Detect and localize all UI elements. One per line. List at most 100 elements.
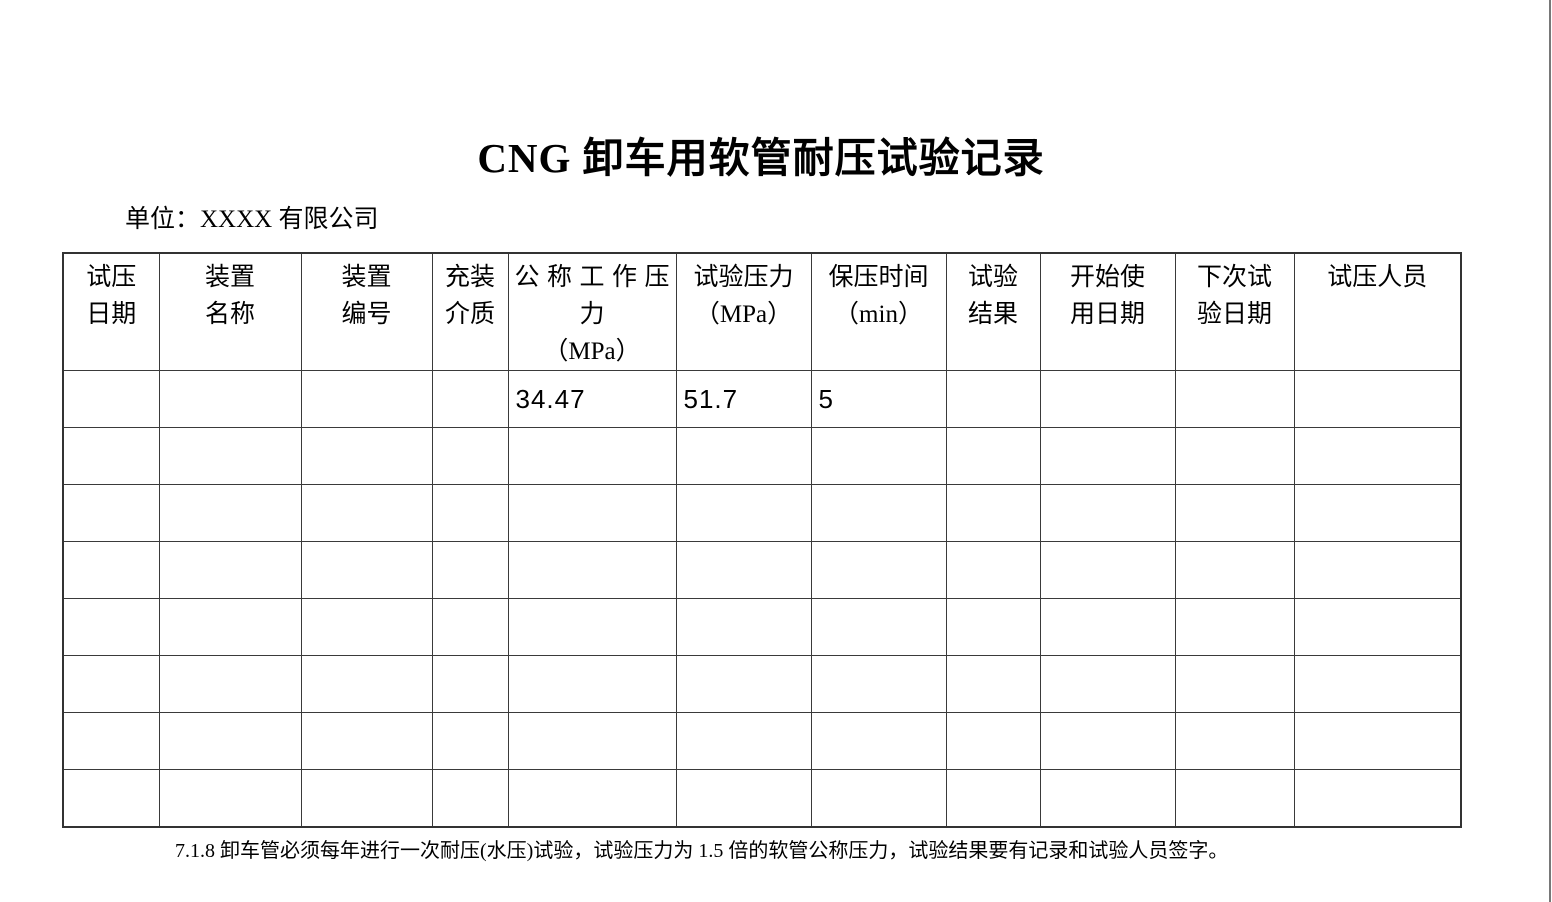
cell-tester[interactable] — [1293, 655, 1462, 713]
cell-start-use-date[interactable] — [1039, 484, 1176, 542]
cell-hold-time[interactable] — [810, 541, 947, 599]
cell-start-use-date[interactable] — [1039, 541, 1176, 599]
cell-test-date[interactable] — [62, 484, 160, 542]
cell-tester[interactable] — [1293, 484, 1462, 542]
cell-test-pressure[interactable] — [675, 541, 812, 599]
cell-filling-medium[interactable] — [431, 712, 509, 770]
cell-filling-medium[interactable] — [431, 655, 509, 713]
cell-test-pressure[interactable] — [675, 655, 812, 713]
cell-start-use-date[interactable] — [1039, 769, 1176, 827]
cell-device-name[interactable] — [158, 769, 302, 827]
cell-test-date[interactable] — [62, 769, 160, 827]
cell-test-result[interactable] — [945, 484, 1041, 542]
cell-filling-medium[interactable] — [431, 598, 509, 656]
cell-next-test-date[interactable] — [1174, 370, 1295, 428]
cell-filling-medium[interactable] — [431, 370, 509, 428]
cell-tester[interactable] — [1293, 541, 1462, 599]
cell-test-date[interactable] — [62, 541, 160, 599]
cell-next-test-date[interactable] — [1174, 712, 1295, 770]
cell-hold-time[interactable] — [810, 427, 947, 485]
cell-test-result[interactable] — [945, 598, 1041, 656]
cell-hold-time[interactable] — [810, 712, 947, 770]
cell-nominal-working-pressure[interactable] — [507, 427, 677, 485]
cell-tester[interactable] — [1293, 769, 1462, 827]
cell-hold-time[interactable] — [810, 484, 947, 542]
cell-tester[interactable] — [1293, 712, 1462, 770]
cell-next-test-date[interactable] — [1174, 769, 1295, 827]
cell-tester[interactable] — [1293, 370, 1462, 428]
cell-nominal-working-pressure[interactable] — [507, 484, 677, 542]
cell-test-result[interactable] — [945, 427, 1041, 485]
cell-start-use-date[interactable] — [1039, 655, 1176, 713]
cell-nominal-working-pressure[interactable] — [507, 769, 677, 827]
footnote-clause: 7.1.8 卸车管必须每年进行一次耐压(水压)试验，试验压力为 1.5 倍的软管… — [175, 839, 1229, 862]
cell-test-result[interactable] — [945, 655, 1041, 713]
header-line: （MPa） — [694, 301, 793, 328]
cell-test-result[interactable] — [945, 769, 1041, 827]
header-cell-nominal-working-pressure: 公称工作压 力 （MPa） — [507, 252, 677, 371]
cell-tester[interactable] — [1293, 427, 1462, 485]
cell-filling-medium[interactable] — [431, 541, 509, 599]
cell-next-test-date[interactable] — [1174, 484, 1295, 542]
cell-filling-medium[interactable] — [431, 484, 509, 542]
cell-start-use-date[interactable] — [1039, 370, 1176, 428]
header-cell-test-result: 试验 结果 — [945, 252, 1041, 371]
header-line: 试压人员 — [1327, 264, 1428, 291]
cell-start-use-date[interactable] — [1039, 712, 1176, 770]
cell-filling-medium[interactable] — [431, 427, 509, 485]
cell-test-result[interactable] — [945, 541, 1041, 599]
cell-device-name[interactable] — [158, 427, 302, 485]
cell-device-no[interactable] — [300, 655, 433, 713]
cell-test-pressure[interactable] — [675, 598, 812, 656]
cell-device-no[interactable] — [300, 427, 433, 485]
cell-device-no[interactable] — [300, 712, 433, 770]
cell-nominal-working-pressure[interactable] — [507, 541, 677, 599]
cell-test-date[interactable] — [62, 598, 160, 656]
cell-tester[interactable] — [1293, 598, 1462, 656]
cell-start-use-date[interactable] — [1039, 427, 1176, 485]
cell-device-no[interactable] — [300, 541, 433, 599]
cell-test-pressure[interactable] — [675, 484, 812, 542]
cell-filling-medium[interactable] — [431, 769, 509, 827]
cell-hold-time[interactable] — [810, 655, 947, 713]
cell-test-date[interactable] — [62, 370, 160, 428]
cell-test-date[interactable] — [62, 655, 160, 713]
cell-device-name[interactable] — [158, 541, 302, 599]
cell-device-no[interactable] — [300, 598, 433, 656]
cell-test-pressure[interactable] — [675, 712, 812, 770]
cell-device-name[interactable] — [158, 484, 302, 542]
cell-test-result[interactable] — [945, 370, 1041, 428]
cell-hold-time[interactable]: 5 — [810, 370, 947, 428]
cell-start-use-date[interactable] — [1039, 598, 1176, 656]
header-line: 试验 — [967, 264, 1018, 291]
header-line: 用日期 — [1069, 301, 1145, 328]
cell-device-no[interactable] — [300, 484, 433, 542]
cell-test-pressure[interactable] — [675, 769, 812, 827]
header-cell-device-no: 装置 编号 — [300, 252, 433, 371]
table-row — [62, 484, 1462, 542]
cell-test-pressure[interactable] — [675, 427, 812, 485]
cell-device-name[interactable] — [158, 712, 302, 770]
cell-nominal-working-pressure[interactable] — [507, 712, 677, 770]
cell-device-no[interactable] — [300, 370, 433, 428]
header-line: 装置 — [341, 264, 392, 291]
header-row: 试压 日期 装置 名称 装置 编号 充装 介质 公称工作压 力 — [62, 252, 1462, 371]
cell-nominal-working-pressure[interactable]: 34.47 — [507, 370, 677, 428]
cell-test-date[interactable] — [62, 712, 160, 770]
cell-test-pressure[interactable]: 51.7 — [675, 370, 812, 428]
cell-hold-time[interactable] — [810, 598, 947, 656]
cell-next-test-date[interactable] — [1174, 655, 1295, 713]
cell-test-date[interactable] — [62, 427, 160, 485]
cell-nominal-working-pressure[interactable] — [507, 598, 677, 656]
cell-nominal-working-pressure[interactable] — [507, 655, 677, 713]
cell-next-test-date[interactable] — [1174, 427, 1295, 485]
cell-device-name[interactable] — [158, 655, 302, 713]
cell-hold-time[interactable] — [810, 769, 947, 827]
cell-device-no[interactable] — [300, 769, 433, 827]
cell-device-name[interactable] — [158, 598, 302, 656]
cell-next-test-date[interactable] — [1174, 598, 1295, 656]
cell-test-result[interactable] — [945, 712, 1041, 770]
document-page: CNG 卸车用软管耐压试验记录 单位：XXXX 有限公司 试压 日期 装置 名称… — [62, 0, 1462, 865]
cell-next-test-date[interactable] — [1174, 541, 1295, 599]
cell-device-name[interactable] — [158, 370, 302, 428]
